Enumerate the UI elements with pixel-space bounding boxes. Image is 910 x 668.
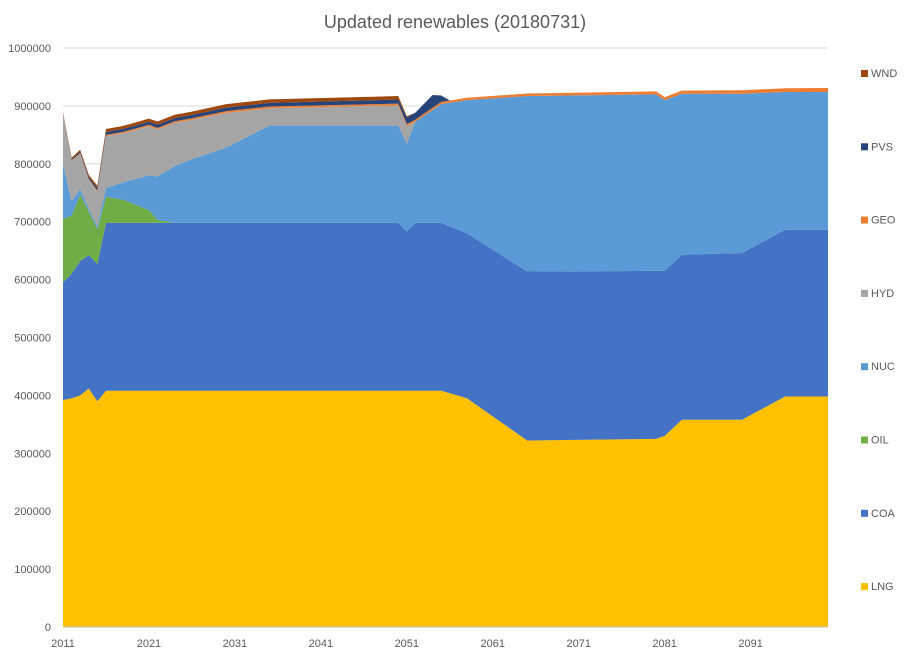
y-tick-label: 700000: [14, 217, 51, 229]
chart-title: Updated renewables (20180731): [324, 12, 586, 32]
y-tick-label: 300000: [14, 448, 51, 460]
x-tick-label: 2041: [309, 638, 333, 650]
y-tick-label: 0: [45, 622, 51, 634]
legend-swatch-lng: [861, 583, 868, 591]
y-tick-label: 800000: [14, 159, 51, 171]
y-tick-label: 500000: [14, 333, 51, 345]
legend-swatch-nuc: [861, 363, 868, 371]
y-tick-label: 100000: [14, 564, 51, 576]
y-tick-label: 900000: [14, 101, 51, 113]
area-lng: [63, 388, 828, 627]
legend-label-hyd: HYD: [871, 288, 894, 300]
legend: WND PVS GEO HYD NUC OIL COA LNG: [861, 68, 897, 593]
x-tick-label: 2091: [738, 638, 762, 650]
area-coa: [63, 222, 828, 441]
legend-label-oil: OIL: [871, 435, 889, 447]
x-tick-label: 2051: [395, 638, 419, 650]
y-tick-label: 1000000: [8, 43, 51, 55]
legend-swatch-coa: [861, 509, 868, 517]
legend-label-lng: LNG: [871, 581, 894, 593]
y-tick-label: 400000: [14, 390, 51, 402]
legend-label-coa: COA: [871, 508, 896, 520]
data-areas: [63, 87, 828, 627]
y-tick-label: 200000: [14, 506, 51, 518]
legend-label-nuc: NUC: [871, 361, 895, 373]
y-tick-label: 600000: [14, 275, 51, 287]
legend-label-geo: GEO: [871, 215, 896, 227]
legend-swatch-oil: [861, 436, 868, 444]
legend-swatch-hyd: [861, 289, 868, 297]
legend-label-pvs: PVS: [871, 141, 893, 153]
x-tick-label: 2021: [137, 638, 161, 650]
axes: 0 100000 200000 300000 400000 500000 600000 700…: [8, 43, 828, 650]
legend-swatch-wnd: [861, 70, 868, 77]
x-tick-label: 2081: [652, 638, 676, 650]
legend-swatch-pvs: [861, 143, 868, 151]
legend-swatch-geo: [861, 216, 868, 224]
area-hyd: [63, 92, 828, 227]
x-tick-label: 2011: [51, 638, 75, 650]
x-tick-label: 2031: [223, 638, 247, 650]
legend-label-wnd: WND: [871, 68, 897, 80]
area-nuc: [63, 92, 828, 272]
x-tick-label: 2071: [566, 638, 590, 650]
x-tick-label: 2061: [481, 638, 505, 650]
